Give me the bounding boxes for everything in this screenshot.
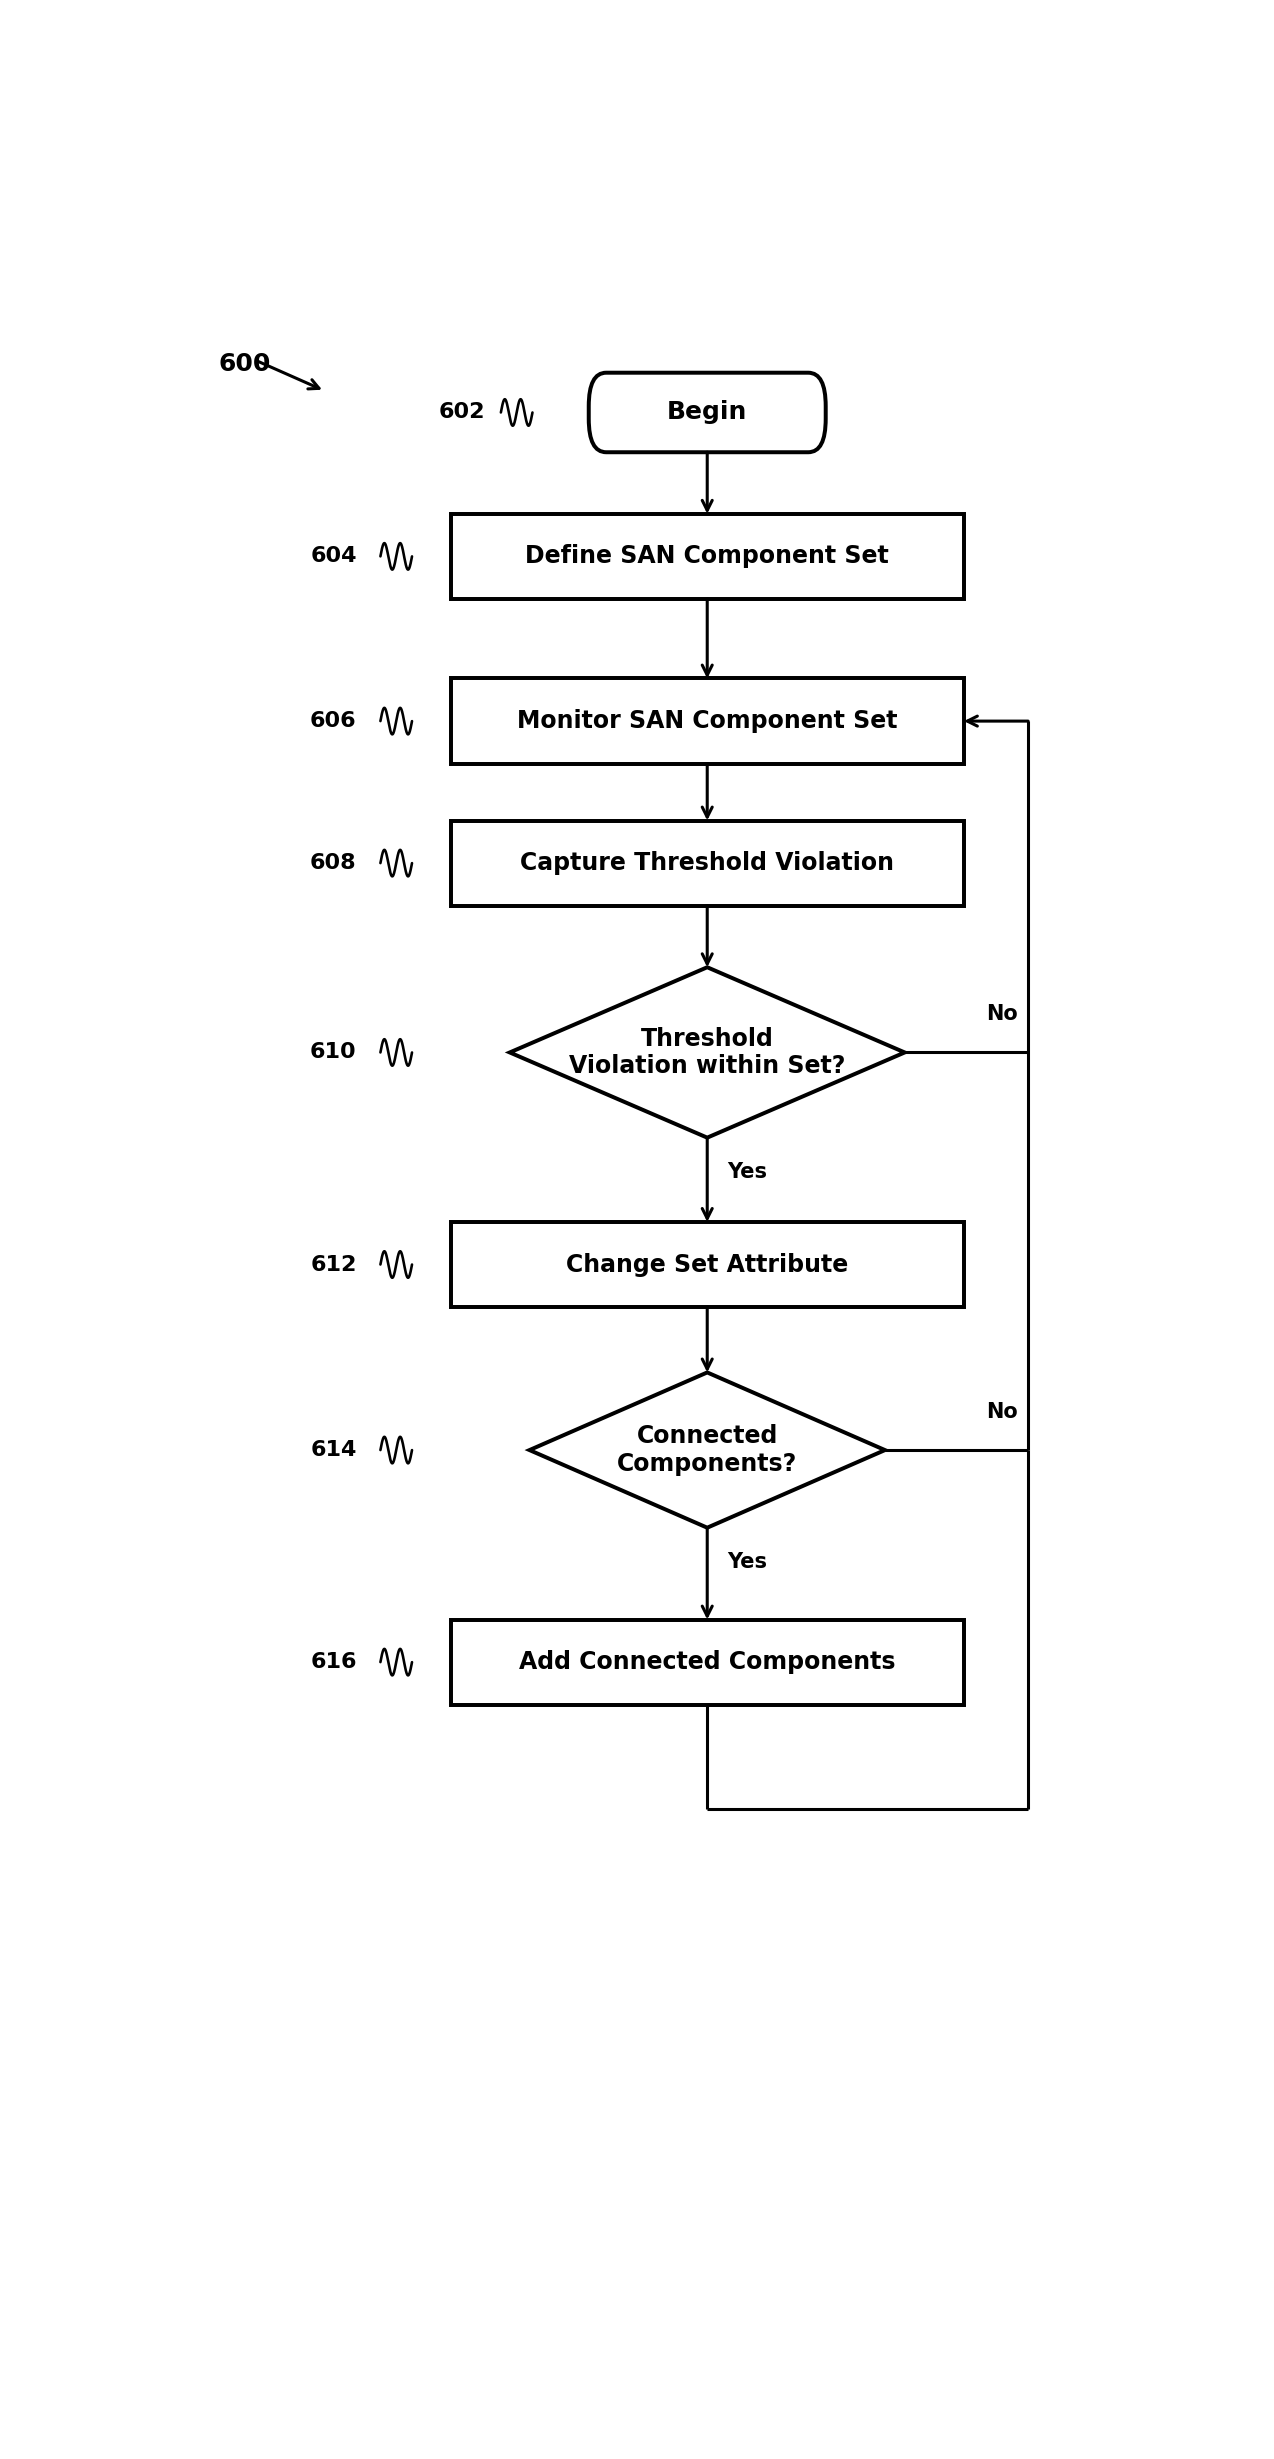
Text: Begin: Begin <box>668 401 748 425</box>
Text: Monitor SAN Component Set: Monitor SAN Component Set <box>517 708 897 733</box>
Text: 610: 610 <box>310 1043 357 1062</box>
Text: 616: 616 <box>311 1652 357 1672</box>
Text: Capture Threshold Violation: Capture Threshold Violation <box>520 851 894 875</box>
Text: Threshold
Violation within Set?: Threshold Violation within Set? <box>569 1025 846 1080</box>
Text: Change Set Attribute: Change Set Attribute <box>566 1252 848 1276</box>
Text: Define SAN Component Set: Define SAN Component Set <box>525 543 889 568</box>
Bar <box>451 1222 964 1308</box>
Bar <box>451 1620 964 1704</box>
Text: Connected
Components?: Connected Components? <box>617 1424 798 1475</box>
Text: No: No <box>986 1003 1018 1023</box>
Text: 608: 608 <box>310 853 357 873</box>
Bar <box>451 821 964 905</box>
Text: 612: 612 <box>311 1254 357 1274</box>
Bar <box>451 679 964 765</box>
Text: Add Connected Components: Add Connected Components <box>519 1650 896 1675</box>
Text: Yes: Yes <box>727 1163 767 1183</box>
Text: 606: 606 <box>310 711 357 730</box>
Text: 600: 600 <box>219 352 271 376</box>
Text: 604: 604 <box>311 546 357 566</box>
Text: 602: 602 <box>438 403 485 423</box>
Bar <box>451 514 964 600</box>
FancyBboxPatch shape <box>589 374 826 452</box>
Text: No: No <box>986 1402 1018 1421</box>
Polygon shape <box>510 966 905 1139</box>
Text: 614: 614 <box>311 1441 357 1461</box>
Text: Yes: Yes <box>727 1552 767 1571</box>
Polygon shape <box>530 1372 885 1527</box>
